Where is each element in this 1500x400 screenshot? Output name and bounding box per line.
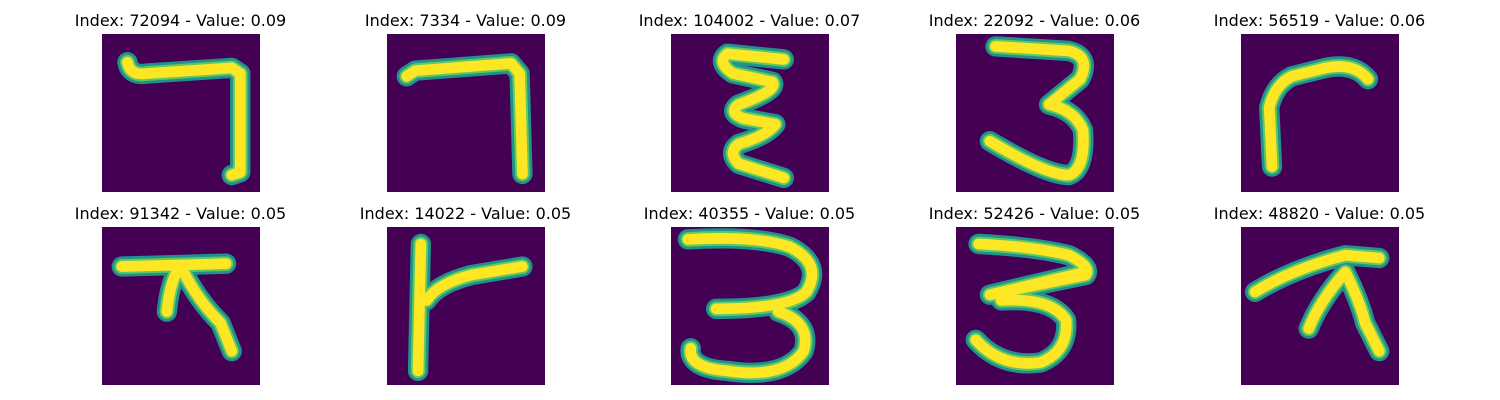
glyph-three-open bbox=[956, 34, 1114, 192]
panel-7: Index: 14022 - Value: 0.05 bbox=[323, 193, 608, 383]
panel-title: Index: 52426 - Value: 0.05 bbox=[892, 204, 1177, 224]
glyph-flag bbox=[387, 227, 545, 385]
panel-title: Index: 40355 - Value: 0.05 bbox=[607, 204, 892, 224]
panel-title: Index: 48820 - Value: 0.05 bbox=[1177, 204, 1462, 224]
panel-1: Index: 72094 - Value: 0.09 bbox=[38, 0, 323, 190]
panel-9: Index: 52426 - Value: 0.05 bbox=[892, 193, 1177, 383]
glyph-zigzag bbox=[671, 34, 829, 192]
panel-2: Index: 7334 - Value: 0.09 bbox=[323, 0, 608, 190]
digit-image bbox=[1241, 227, 1399, 385]
digit-image bbox=[956, 34, 1114, 192]
digit-image bbox=[671, 227, 829, 385]
panel-3: Index: 104002 - Value: 0.07 bbox=[607, 0, 892, 190]
glyph-three-big bbox=[671, 227, 829, 385]
digit-image bbox=[671, 34, 829, 192]
digit-image bbox=[1241, 34, 1399, 192]
panel-title: Index: 72094 - Value: 0.09 bbox=[38, 11, 323, 31]
digit-image bbox=[387, 227, 545, 385]
panel-title: Index: 22092 - Value: 0.06 bbox=[892, 11, 1177, 31]
digit-image bbox=[102, 227, 260, 385]
panel-6: Index: 91342 - Value: 0.05 bbox=[38, 193, 323, 383]
glyph-three-wide bbox=[956, 227, 1114, 385]
panel-title: Index: 14022 - Value: 0.05 bbox=[323, 204, 608, 224]
glyph-hook-right-2 bbox=[387, 34, 545, 192]
digit-image bbox=[102, 34, 260, 192]
digit-image bbox=[387, 34, 545, 192]
panel-title: Index: 91342 - Value: 0.05 bbox=[38, 204, 323, 224]
panel-10: Index: 48820 - Value: 0.05 bbox=[1177, 193, 1462, 383]
panel-title: Index: 104002 - Value: 0.07 bbox=[607, 11, 892, 31]
glyph-stroke bbox=[407, 63, 523, 174]
panel-title: Index: 7334 - Value: 0.09 bbox=[323, 11, 608, 31]
glyph-hook-right bbox=[102, 34, 260, 192]
panel-title: Index: 56519 - Value: 0.06 bbox=[1177, 11, 1462, 31]
digit-image bbox=[956, 227, 1114, 385]
panel-5: Index: 56519 - Value: 0.06 bbox=[1177, 0, 1462, 190]
glyph-arch bbox=[1241, 34, 1399, 192]
panel-8: Index: 40355 - Value: 0.05 bbox=[607, 193, 892, 383]
glyph-fork-2 bbox=[1241, 227, 1399, 385]
glyph-stroke bbox=[1269, 66, 1368, 166]
panel-4: Index: 22092 - Value: 0.06 bbox=[892, 0, 1177, 190]
glyph-fork bbox=[102, 227, 260, 385]
